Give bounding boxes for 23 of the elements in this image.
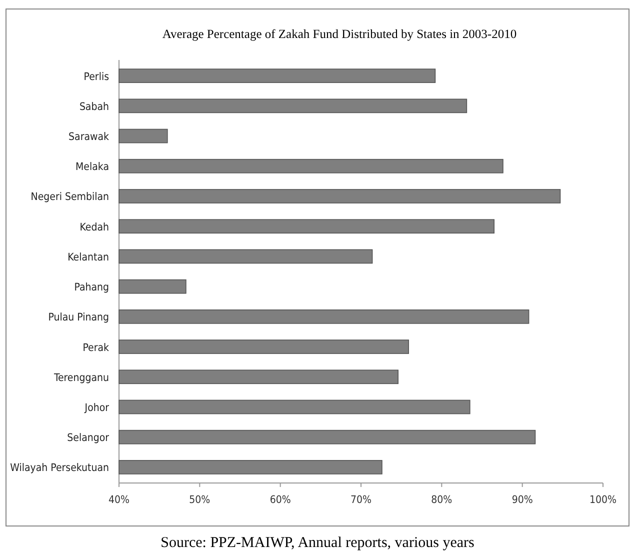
y-tick-label: Terengganu	[52, 372, 110, 384]
y-tick-label: Selangor	[67, 432, 110, 444]
y-tick-label: Wilayah Persekutuan	[10, 462, 110, 474]
x-tick-label: 60%	[270, 494, 291, 506]
x-tick-label: 50%	[189, 494, 210, 506]
x-tick-label: 80%	[431, 494, 452, 506]
y-tick-label: Johor	[84, 402, 110, 414]
y-tick-label: Melaka	[76, 161, 109, 174]
y-tick-label: Sarawak	[68, 131, 110, 144]
chart-title: Average Percentage of Zakah Fund Distributed by States in 2003-2010	[162, 27, 517, 41]
x-tick-label: 90%	[512, 494, 533, 506]
y-tick-label: Sabah	[79, 100, 110, 113]
y-tick-label: Kedah	[80, 221, 110, 234]
y-tick-label: Kelantan	[68, 251, 109, 264]
y-tick-label: Perak	[82, 342, 110, 354]
y-tick-label: Perlis	[84, 70, 110, 83]
y-tick-label: Pulau Pinang	[48, 312, 109, 324]
x-tick-label: 40%	[108, 494, 130, 506]
y-tick-label: Negeri Sembilan	[30, 191, 109, 204]
x-tick-label: 100%	[589, 494, 617, 506]
y-tick-label: Pahang	[74, 282, 109, 294]
source-note: Source: PPZ-MAIWP, Annual reports, various years	[160, 535, 475, 551]
x-tick-label: 70%	[350, 494, 372, 506]
